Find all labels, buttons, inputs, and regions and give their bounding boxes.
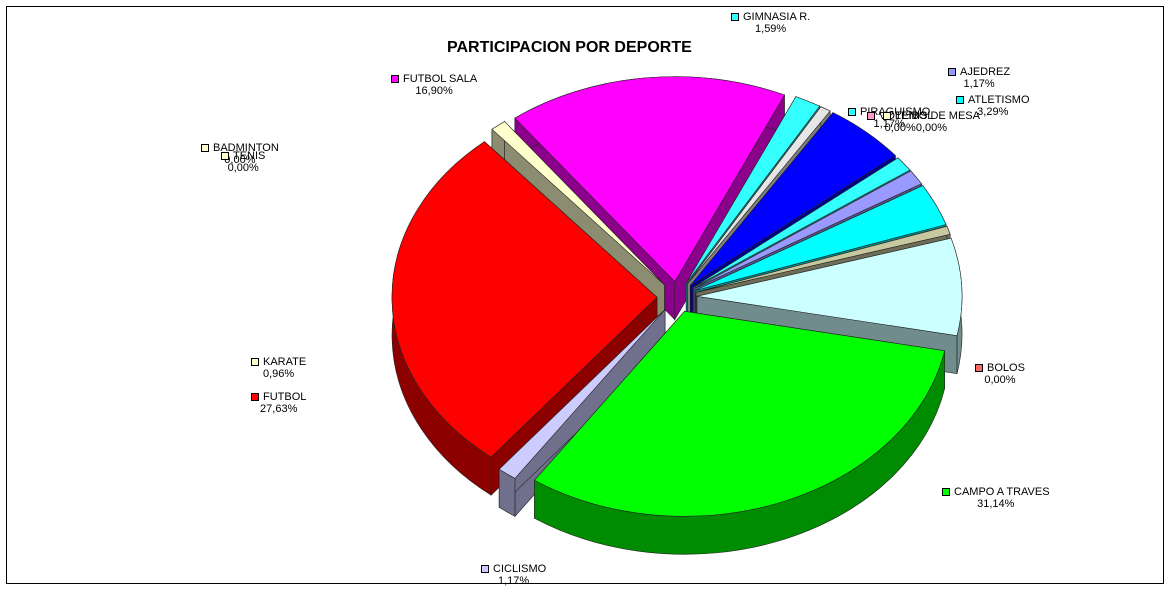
legend-label-karate: KARATE 0,96%: [251, 356, 306, 380]
chart-title: PARTICIPACION POR DEPORTE: [447, 39, 692, 56]
chart-frame: PARTICIPACION POR DEPORTE GIMNASIA R. 1,…: [6, 6, 1164, 587]
pie-slice-karate: [491, 121, 665, 286]
legend-label-badminton: BADMINTON 0,00%: [201, 142, 279, 166]
legend-label-tenis-de-mesa: TENIS DE MESA 0,00%: [883, 110, 980, 134]
pie-slice-campo-a-traves: [534, 311, 945, 517]
legend-label-ajedrez: AJEDREZ 1,17%: [948, 66, 1010, 90]
legend-label-campo-a-traves: CAMPO A TRAVES 31,14%: [942, 486, 1050, 510]
pie-slice-futbol-sala: [514, 76, 785, 283]
legend-label-tenis: TENIS 0,00%: [221, 150, 265, 174]
legend-label-atletismo: ATLETISMO 3,29%: [956, 94, 1030, 118]
legend-label-piraguismo: PIRAGUISMO 1,17%: [848, 106, 930, 130]
legend-label-futbol: FUTBOL 27,63%: [251, 391, 306, 415]
legend-label-futbol-sala: FUTBOL SALA 16,90%: [391, 73, 477, 97]
pie-slice-unlabeled-16: [696, 237, 963, 336]
pie-slice-atletismo: [695, 185, 947, 291]
pie-slice-ajedrez: [693, 170, 922, 289]
pie-slice-piraguismo: [692, 157, 911, 288]
pie-slice-unlabeled-9: [690, 112, 896, 286]
legend-label-gimnasia: GIMNASIA R. 1,59%: [731, 11, 810, 35]
legend-label-bolos: BOLOS 0,00%: [975, 362, 1025, 386]
pie-slice-gimnasia-r: [685, 96, 821, 284]
pie-slice-ciclismo: [498, 309, 666, 479]
pie-slice-unlabeled-8: [687, 106, 831, 284]
legend-label-voleibol: VOLEIBOL 0,00%: [867, 110, 933, 134]
pie-slice-unlabeled-15: [695, 225, 951, 293]
pie-slice-futbol: [391, 141, 658, 458]
legend-label-ciclismo: CICLISMO 1,17%: [481, 563, 546, 587]
pie-chart: [391, 76, 963, 555]
